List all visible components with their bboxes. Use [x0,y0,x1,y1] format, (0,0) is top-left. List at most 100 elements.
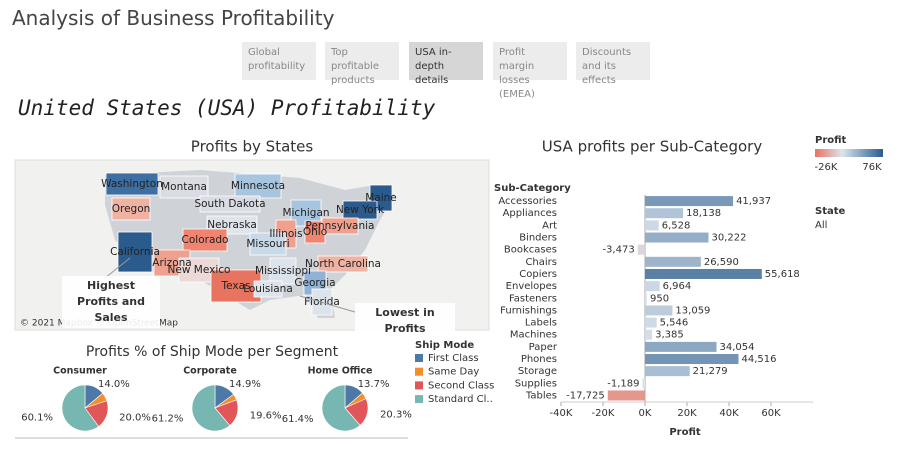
tab[interactable]: Global profitability [242,42,316,80]
x-tick-label: -20K [592,408,615,419]
bar [645,341,717,352]
pie-label: 61.4% [282,414,314,425]
pie-label: 61.2% [152,414,184,425]
pie-label: 20.0% [119,412,151,423]
category-label: Storage [518,366,557,377]
state-label: Colorado [182,234,229,246]
bar [607,390,645,401]
bar [645,293,647,304]
state-label: Louisiana [243,283,293,295]
category-label: Fasteners [509,293,557,304]
category-label: Copiers [519,269,557,280]
state [117,231,153,273]
category-label: Art [542,220,557,231]
bar [645,305,673,316]
pie-label: 60.1% [21,413,53,424]
data-label: 3,385 [655,330,684,341]
state [269,257,297,285]
state [159,175,209,199]
category-label: Bookcases [504,245,557,256]
bar [637,244,645,255]
pie-slice [191,384,231,432]
state [321,217,359,235]
x-tick-label: 60K [761,408,781,419]
tab[interactable]: Discounts and its effects [576,42,650,86]
bar [645,366,690,377]
state-label: Georgia [294,277,335,289]
data-label: 26,590 [704,257,739,268]
state-label: Missouri [246,238,289,250]
category-label: Phones [521,354,557,365]
state-label: Nebraska [207,219,257,231]
data-label: -3,473 [602,245,634,256]
axis-title: Profit [669,427,701,438]
data-label: 950 [650,293,669,304]
state [111,197,151,221]
data-label: 55,618 [765,269,800,280]
legend-title: Ship Mode [415,340,474,351]
legend-label: Standard Cl.. [428,394,493,405]
tab[interactable]: USA in-depth details [409,42,483,86]
segment-label: Corporate [183,366,237,377]
state [210,269,262,303]
state-label: California [110,246,160,258]
state-label: Montana [161,181,207,193]
state-label: New Mexico [168,264,231,276]
filter-title: State [815,206,846,217]
bar [645,196,734,207]
category-label: Paper [529,342,558,353]
state [105,172,159,196]
filter-value: All [815,220,827,231]
category-label: Furnishings [500,305,557,316]
dashboard-title: United States (USA) Profitability [18,96,436,120]
bar [645,268,762,279]
segment-label: Home Office [308,366,373,377]
data-label: 13,059 [675,305,710,316]
x-tick-label: 40K [719,408,739,419]
state [317,255,369,273]
annotation-pointer [104,257,131,279]
data-label: 18,138 [686,208,721,219]
category-label: Envelopes [506,281,557,292]
legend-label: 76K [862,162,882,173]
pie-slice [321,384,361,432]
state-label: Minnesota [231,180,285,192]
legend-swatch [415,381,423,390]
state-label: North Carolina [305,258,381,270]
annotation-pointer [299,295,356,313]
legend-swatch [415,354,423,362]
category-label: Tables [525,390,557,401]
state-label: New York [336,204,385,216]
legend-swatch [415,395,423,404]
state-label: Arizona [152,257,191,269]
segment-label: Consumer [53,366,107,377]
category-header: Sub-Category [494,183,571,194]
legend-swatch [415,367,423,376]
state [342,200,378,220]
tab[interactable]: Profit margin losses (EMEA) [493,42,567,100]
pie-label: 19.6% [250,411,282,422]
state-label: Texas [220,280,250,292]
data-label: 41,937 [736,196,771,207]
bar [645,317,657,328]
bar [645,354,739,365]
data-label: 30,222 [711,233,746,244]
state-label: Pennsylvania [306,220,375,232]
pie-label: 20.3% [380,410,412,421]
state [249,232,287,256]
pie-slice [61,384,100,432]
state-label: Maine [365,192,397,204]
category-label: Accessories [498,196,557,207]
state-label: Mississippi [255,265,311,277]
category-label: Labels [525,318,557,329]
tab[interactable]: Top profitable products [325,42,399,86]
chart-title: Profits % of Ship Mode per Segment [86,344,339,360]
state-label: Washington [101,178,163,190]
legend-label: Second Class [428,380,494,391]
chart-title: USA profits per Sub-Category [542,138,763,156]
pie-label: 13.7% [358,379,390,390]
state-label: Oregon [112,203,151,215]
state-label: Michigan [282,207,329,219]
